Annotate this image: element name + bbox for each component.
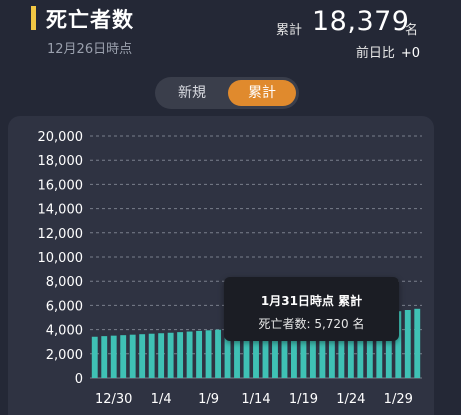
x-tick-label: 1/9 <box>198 392 219 407</box>
bar-1/11[interactable] <box>224 329 231 378</box>
x-tick-label: 12/30 <box>95 392 132 407</box>
bar-1/19[interactable] <box>300 322 307 378</box>
bar-12/28[interactable] <box>91 336 98 378</box>
y-tick-label: 8,000 <box>46 275 83 290</box>
bar-1/4[interactable] <box>158 333 165 378</box>
bar-1/29[interactable] <box>395 311 402 378</box>
bar-1/18[interactable] <box>291 323 297 378</box>
y-tick-label: 6,000 <box>46 299 83 314</box>
mode-toggle: 新規 累計 <box>155 77 299 109</box>
y-tick-label: 20,000 <box>38 130 84 145</box>
tooltip-title: 1月31日時点 累計 <box>260 294 363 308</box>
x-tick-label: 1/14 <box>241 392 270 407</box>
bar-1/16[interactable] <box>272 325 278 378</box>
bar-1/7[interactable] <box>186 331 193 378</box>
bar-12/30[interactable] <box>110 335 117 378</box>
bar-1/1[interactable] <box>129 334 136 378</box>
bar-1/31[interactable] <box>414 308 421 378</box>
bar-1/28[interactable] <box>385 312 392 378</box>
y-tick-label: 16,000 <box>38 178 84 193</box>
y-tick-label: 4,000 <box>46 324 83 339</box>
bar-1/22[interactable] <box>328 319 335 378</box>
bar-1/5[interactable] <box>167 332 174 378</box>
bar-1/25[interactable] <box>357 316 364 378</box>
y-tick-label: 2,000 <box>46 348 83 363</box>
toggle-cumulative-option[interactable]: 累計 <box>228 80 296 106</box>
y-tick-label: 14,000 <box>38 203 84 218</box>
bar-1/8[interactable] <box>196 330 203 378</box>
x-tick-label: 1/19 <box>289 392 318 407</box>
bar-1/30[interactable] <box>404 310 411 378</box>
bar-12/31[interactable] <box>120 335 127 378</box>
bar-1/20[interactable] <box>309 321 316 378</box>
title-accent-bar <box>31 6 36 30</box>
y-tick-label: 18,000 <box>38 154 84 169</box>
toggle-new-option[interactable]: 新規 <box>178 85 206 101</box>
delta-label: 前日比 <box>355 46 395 61</box>
bar-12/29[interactable] <box>101 336 108 378</box>
bar-1/27[interactable] <box>376 313 383 378</box>
bar-1/12[interactable] <box>234 328 240 378</box>
x-tick-label: 1/24 <box>336 392 365 407</box>
page-title: 死亡者数 <box>46 8 134 32</box>
bar-1/17[interactable] <box>281 324 288 378</box>
bar-1/14[interactable] <box>253 326 259 378</box>
y-tick-label: 10,000 <box>38 251 84 266</box>
y-tick-label: 0 <box>75 372 83 387</box>
bar-1/24[interactable] <box>347 317 354 378</box>
tooltip-body: 死亡者数: 5,720 名 <box>258 317 365 331</box>
x-tick-label: 1/29 <box>384 392 413 407</box>
as-of-date: 12月26日時点 <box>47 42 133 57</box>
bar-1/15[interactable] <box>262 325 269 378</box>
chart-tooltip: 1月31日時点 累計 死亡者数: 5,720 名 <box>224 277 399 341</box>
day-over-day: 前日比 +0 <box>356 42 420 61</box>
bar-1/13[interactable] <box>243 327 250 378</box>
bar-1/3[interactable] <box>148 333 155 378</box>
bar-1/21[interactable] <box>319 320 326 378</box>
bar-1/10[interactable] <box>215 329 221 378</box>
bar-1/2[interactable] <box>139 334 146 378</box>
total-value: 18,379 <box>312 6 410 37</box>
y-tick-label: 12,000 <box>38 227 84 242</box>
total-unit: 名 <box>405 23 419 38</box>
bar-1/26[interactable] <box>366 315 373 378</box>
delta-value: +0 <box>400 46 420 61</box>
bar-1/23[interactable] <box>338 318 345 378</box>
bar-1/6[interactable] <box>177 332 184 378</box>
x-tick-label: 1/4 <box>151 392 172 407</box>
bar-1/9[interactable] <box>205 330 212 378</box>
total-label: 累計 <box>276 23 303 38</box>
